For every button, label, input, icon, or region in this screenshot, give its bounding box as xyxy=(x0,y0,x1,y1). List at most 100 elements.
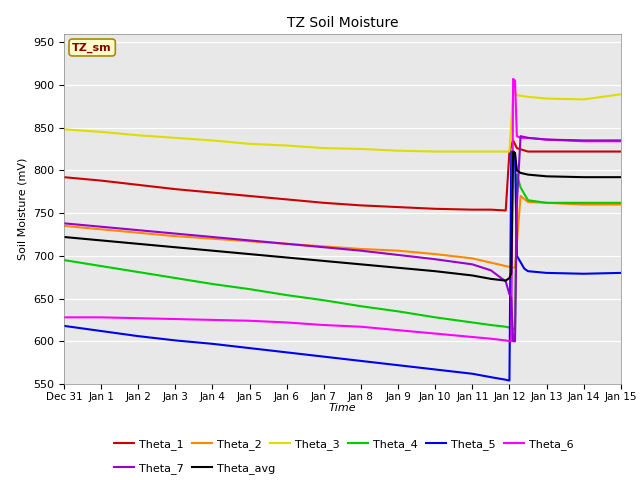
Theta_5 xyxy=(246,345,253,351)
Theta_2 xyxy=(60,223,68,229)
Theta_2 xyxy=(357,246,365,252)
Line: Theta_2: Theta_2 xyxy=(64,196,621,268)
Theta_7 xyxy=(509,338,517,344)
Theta_7 xyxy=(468,262,476,267)
Theta_5 xyxy=(509,149,517,155)
Theta_6 xyxy=(509,76,517,82)
Theta_6 xyxy=(524,135,532,141)
Theta_5 xyxy=(209,341,216,347)
Theta_avg xyxy=(487,276,495,282)
Theta_avg xyxy=(60,234,68,240)
Theta_2 xyxy=(134,230,142,236)
Theta_3 xyxy=(511,88,519,94)
Line: Theta_4: Theta_4 xyxy=(64,175,621,329)
Text: TZ_sm: TZ_sm xyxy=(72,42,112,53)
Theta_4 xyxy=(283,292,291,298)
Theta_2 xyxy=(431,251,439,257)
Theta_5 xyxy=(487,374,495,380)
Theta_5 xyxy=(511,150,519,156)
Theta_1 xyxy=(580,149,588,155)
Theta_2 xyxy=(209,236,216,241)
Theta_7 xyxy=(320,244,328,250)
Theta_1 xyxy=(357,203,365,208)
Theta_2 xyxy=(506,264,513,270)
Theta_avg xyxy=(320,258,328,264)
Theta_avg xyxy=(513,168,521,173)
Theta_3 xyxy=(246,141,253,147)
Theta_1 xyxy=(509,138,517,144)
Theta_5 xyxy=(357,358,365,364)
X-axis label: Time: Time xyxy=(328,403,356,413)
Theta_6 xyxy=(506,338,513,344)
Theta_7 xyxy=(617,138,625,144)
Theta_4 xyxy=(617,200,625,206)
Theta_3 xyxy=(513,92,521,98)
Theta_4 xyxy=(431,314,439,320)
Theta_avg xyxy=(506,275,513,281)
Theta_6 xyxy=(283,320,291,325)
Legend: Theta_7, Theta_avg: Theta_7, Theta_avg xyxy=(114,463,275,474)
Theta_6 xyxy=(468,334,476,340)
Theta_3 xyxy=(134,132,142,138)
Theta_4 xyxy=(357,303,365,309)
Theta_avg xyxy=(511,150,519,156)
Theta_avg xyxy=(134,241,142,247)
Theta_3 xyxy=(320,145,328,151)
Theta_5 xyxy=(520,266,528,272)
Theta_7 xyxy=(246,238,253,243)
Theta_1 xyxy=(209,190,216,195)
Theta_2 xyxy=(617,202,625,207)
Theta_7 xyxy=(394,252,402,258)
Theta_1 xyxy=(320,200,328,206)
Theta_6 xyxy=(246,318,253,324)
Theta_2 xyxy=(320,243,328,249)
Theta_3 xyxy=(502,149,509,155)
Theta_3 xyxy=(617,91,625,97)
Theta_6 xyxy=(511,78,519,84)
Theta_7 xyxy=(508,295,515,300)
Theta_7 xyxy=(511,338,519,344)
Theta_1 xyxy=(394,204,402,210)
Theta_4 xyxy=(502,324,509,330)
Theta_7 xyxy=(431,256,439,262)
Theta_4 xyxy=(172,275,179,281)
Theta_4 xyxy=(246,286,253,292)
Theta_2 xyxy=(487,260,495,265)
Line: Theta_3: Theta_3 xyxy=(64,91,621,152)
Theta_5 xyxy=(524,268,532,274)
Theta_5 xyxy=(543,270,550,276)
Theta_1 xyxy=(431,206,439,212)
Theta_5 xyxy=(513,253,521,259)
Theta_7 xyxy=(60,220,68,226)
Theta_4 xyxy=(516,184,524,190)
Theta_6 xyxy=(97,314,105,320)
Theta_1 xyxy=(172,186,179,192)
Theta_2 xyxy=(394,248,402,253)
Y-axis label: Soil Moisture (mV): Soil Moisture (mV) xyxy=(17,157,28,260)
Title: TZ Soil Moisture: TZ Soil Moisture xyxy=(287,16,398,30)
Theta_3 xyxy=(543,96,550,101)
Theta_4 xyxy=(97,263,105,269)
Theta_5 xyxy=(506,378,513,384)
Theta_1 xyxy=(543,149,550,155)
Theta_5 xyxy=(172,337,179,343)
Theta_5 xyxy=(617,270,625,276)
Theta_4 xyxy=(513,172,521,178)
Theta_avg xyxy=(508,270,515,276)
Theta_2 xyxy=(172,233,179,239)
Theta_6 xyxy=(209,317,216,323)
Line: Theta_avg: Theta_avg xyxy=(64,152,621,281)
Theta_5 xyxy=(134,333,142,339)
Theta_4 xyxy=(209,281,216,287)
Theta_3 xyxy=(283,143,291,148)
Theta_5 xyxy=(580,271,588,276)
Theta_6 xyxy=(543,137,550,143)
Theta_4 xyxy=(506,324,513,330)
Theta_1 xyxy=(524,149,532,155)
Theta_7 xyxy=(543,137,550,143)
Theta_avg xyxy=(357,262,365,267)
Line: Theta_1: Theta_1 xyxy=(64,141,621,211)
Theta_1 xyxy=(513,145,521,151)
Theta_4 xyxy=(509,325,517,331)
Theta_6 xyxy=(502,337,509,343)
